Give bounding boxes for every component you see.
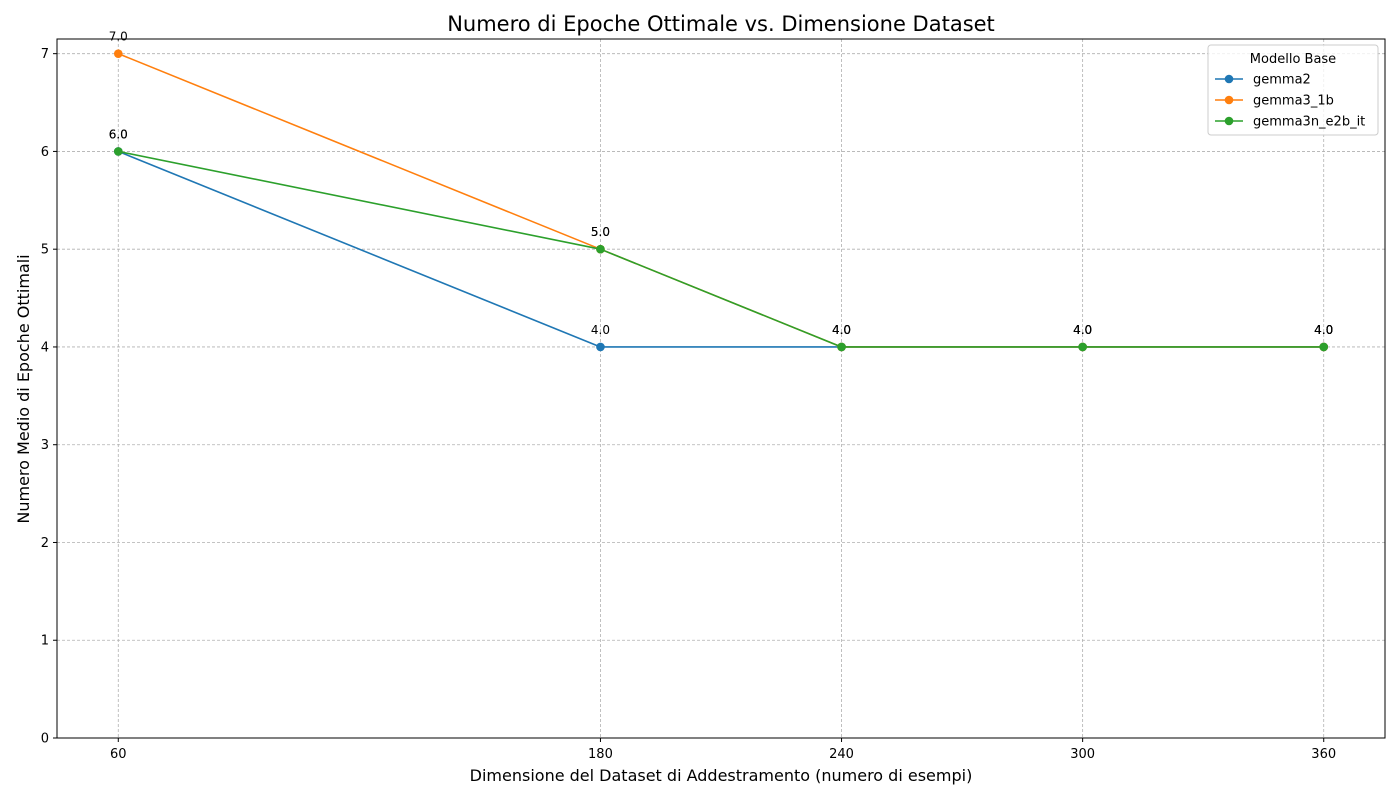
y-tick-label: 7 bbox=[41, 47, 49, 62]
data-labels: 6.04.0 4.0 4.0 4.07.05.04.0 4.0 4.06.05.04.0 4… bbox=[109, 30, 1334, 337]
legend-label: gemma3_1b bbox=[1253, 94, 1334, 109]
legend-swatch-marker bbox=[1224, 95, 1234, 105]
data-label: 6.0 bbox=[109, 127, 128, 141]
x-tick-label: 300 bbox=[1070, 747, 1095, 762]
y-tick-label: 4 bbox=[41, 340, 49, 355]
series-lines bbox=[113, 49, 1329, 352]
data-label: 6.0 bbox=[109, 127, 128, 141]
legend-items: gemma2 gemma3_1b gemma3n_e2b_it bbox=[1215, 73, 1365, 130]
chart-title: Numero di Epoche Ottimale vs. Dimensione… bbox=[447, 12, 995, 36]
data-point bbox=[1078, 342, 1087, 352]
series-gemma3_1b bbox=[113, 49, 1329, 352]
data-label: 4.0 bbox=[591, 323, 610, 337]
data-label: 4.0 bbox=[1073, 323, 1092, 337]
grid bbox=[57, 39, 1385, 739]
series-line bbox=[117, 52, 1324, 348]
legend-title: Modello Base bbox=[1250, 52, 1336, 67]
data-label: 4.0 bbox=[1314, 323, 1333, 337]
legend-item: gemma3n_e2b_it bbox=[1215, 115, 1365, 130]
data-label: 5.0 bbox=[591, 225, 610, 239]
data-label: 4.0 bbox=[832, 323, 851, 337]
legend-label: gemma2 bbox=[1253, 73, 1311, 88]
legend-swatch-marker bbox=[1224, 116, 1234, 126]
data-point bbox=[113, 49, 123, 58]
data-label: 4.0 bbox=[1073, 323, 1092, 337]
data-point bbox=[596, 342, 605, 352]
data-label: 7.0 bbox=[109, 30, 128, 44]
data-point bbox=[1319, 342, 1329, 352]
y-tick-label: 6 bbox=[41, 145, 49, 160]
series-gemma3n_e2b_it bbox=[113, 147, 1329, 352]
x-axis-title: Dimensione del Dataset di Addestramento … bbox=[470, 766, 973, 785]
y-tick-label: 5 bbox=[41, 243, 49, 258]
legend: Modello Base gemma2 gemma3_1b gemma3n_e2b_… bbox=[1207, 44, 1379, 136]
x-tick-label: 240 bbox=[829, 747, 854, 762]
y-tick-label: 1 bbox=[41, 634, 49, 649]
series-gemma2 bbox=[113, 147, 1329, 352]
x-tick-label: 180 bbox=[588, 747, 613, 762]
x-tick-label: 360 bbox=[1311, 747, 1336, 762]
data-label: 4.0 bbox=[1314, 323, 1333, 337]
legend-label: gemma3n_e2b_it bbox=[1253, 115, 1365, 130]
data-label: 4.0 bbox=[832, 323, 851, 337]
data-label: 4.0 bbox=[1073, 323, 1092, 337]
data-label: 5.0 bbox=[591, 225, 610, 239]
y-tick-label: 0 bbox=[41, 732, 49, 747]
y-axis-title: Numero Medio di Epoche Ottimali bbox=[14, 254, 33, 523]
plot-frame bbox=[56, 38, 1386, 739]
data-label: 4.0 bbox=[1314, 323, 1333, 337]
legend-swatch-marker bbox=[1224, 74, 1234, 84]
legend-item: gemma2 bbox=[1215, 73, 1311, 88]
data-label: 4.0 bbox=[832, 323, 851, 337]
data-point bbox=[837, 342, 846, 352]
data-point bbox=[113, 147, 123, 156]
y-tick-label: 2 bbox=[41, 536, 49, 551]
legend-item: gemma3_1b bbox=[1215, 94, 1334, 109]
x-tick-label: 60 bbox=[110, 747, 127, 762]
axis-ticks: 60 180 240 300 360 0 1 2 3 4 5 6 7 bbox=[41, 47, 1336, 762]
data-point bbox=[596, 244, 605, 254]
y-tick-label: 3 bbox=[41, 438, 49, 453]
legend-box bbox=[1207, 44, 1379, 136]
